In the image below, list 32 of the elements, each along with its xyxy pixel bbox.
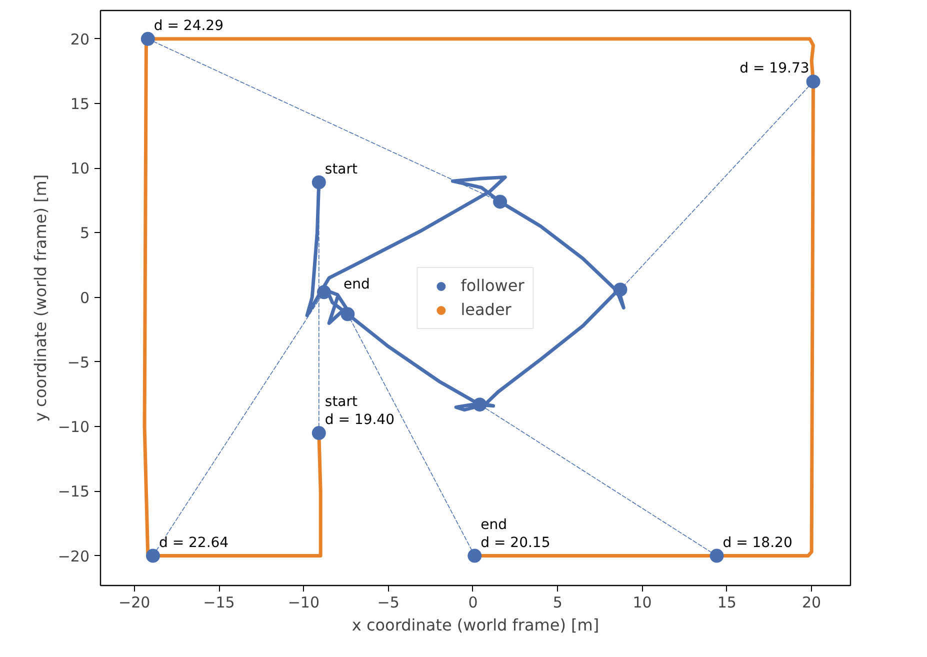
x-tick-label: −5 [377,594,400,612]
x-tick-label: 0 [468,594,478,612]
annotation: end [480,516,508,533]
x-tick-label: 5 [552,594,562,612]
y-tick-label: 15 [70,95,90,114]
x-tick-label: −10 [288,594,320,612]
x-tick-label: 20 [802,594,822,612]
annotation: d = 19.40 [324,412,395,428]
y-tick-label: −5 [67,353,90,372]
x-tick-label: −15 [203,594,235,612]
annotation: start [324,394,358,410]
y-tick-label: 0 [80,288,90,307]
annotation: d = 19.73 [740,60,810,77]
legend-label: follower [460,276,524,295]
x-tick-label: 15 [717,594,736,612]
y-axis-title: y coordinate (world frame) [m] [30,174,50,422]
annotation: d = 18.20 [722,534,792,551]
y-tick-label: 20 [70,30,90,48]
y-tick-label: −15 [58,482,90,501]
y-tick-label: −10 [58,418,90,436]
annotation: start [324,161,358,178]
x-tick-label: −20 [118,594,150,612]
annotation: d = 24.29 [154,18,224,34]
y-tick-label: −20 [58,547,90,566]
legend-label: leader [460,300,512,319]
x-axis-title: x coordinate (world frame) [m] [352,616,600,634]
x-tick-label: 10 [632,594,652,612]
annotation: d = 20.15 [480,534,550,551]
y-tick-label: 5 [80,224,90,242]
y-tick-label: 10 [70,160,90,178]
annotation: end [344,276,370,292]
annotation: d = 22.64 [158,534,229,551]
